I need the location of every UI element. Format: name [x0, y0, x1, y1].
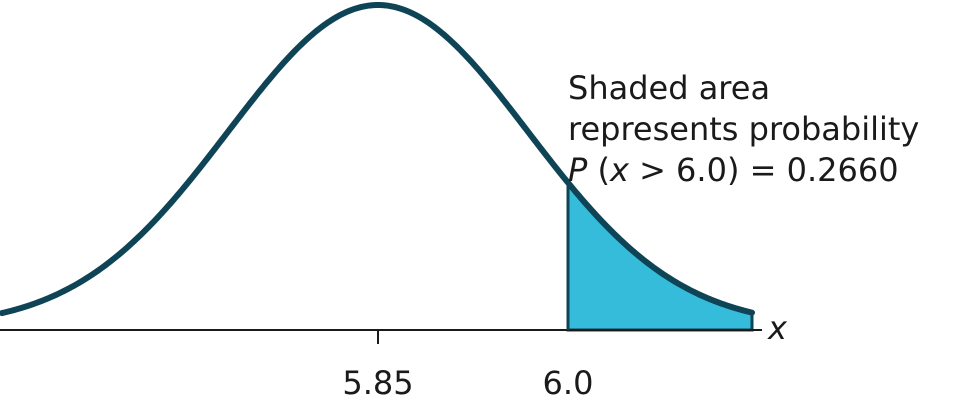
- tick-label-threshold: 6.0: [543, 364, 594, 402]
- annotation-line-2: represents probability: [568, 110, 919, 148]
- annotation-open-paren: (: [587, 151, 610, 189]
- annotation-line-3: P (x > 6.0) = 0.2660: [568, 151, 899, 189]
- annotation-x-symbol: x: [609, 151, 630, 189]
- tick-label-mean: 5.85: [342, 364, 413, 402]
- annotation-probability-value: > 6.0) = 0.2660: [629, 151, 899, 189]
- annotation-p-symbol: P: [568, 151, 588, 189]
- annotation-line-1: Shaded area: [568, 69, 770, 107]
- bell-curve: [0, 1, 755, 317]
- shaded-tail-area: [566, 178, 754, 332]
- axis-variable-label: x: [767, 309, 788, 347]
